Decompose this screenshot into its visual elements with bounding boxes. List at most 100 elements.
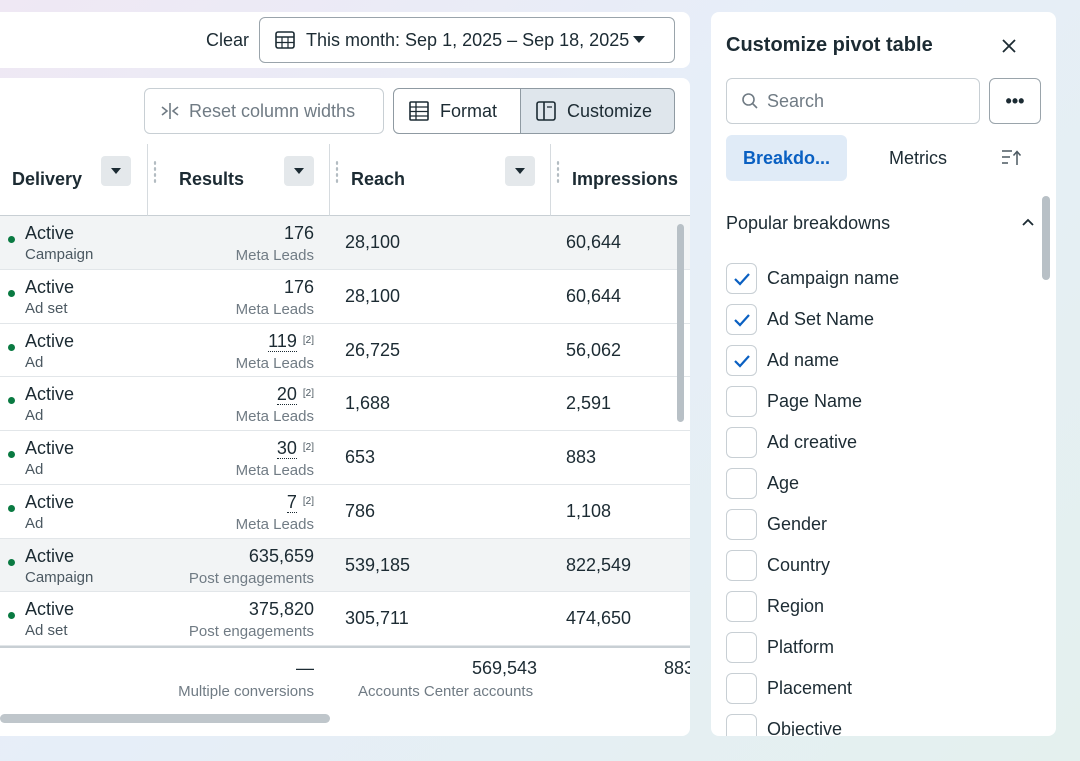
column-drag-handle[interactable] bbox=[556, 160, 560, 184]
checkmark-icon bbox=[733, 354, 750, 368]
breakdown-option-ad-name[interactable]: Ad name bbox=[726, 340, 899, 381]
reach-sort-button[interactable] bbox=[505, 156, 535, 186]
checkbox-unchecked[interactable] bbox=[726, 673, 757, 704]
result-value: 176 bbox=[284, 277, 314, 298]
checkbox-checked[interactable] bbox=[726, 304, 757, 335]
checkbox-unchecked[interactable] bbox=[726, 509, 757, 540]
reach-value: 305,711 bbox=[345, 608, 409, 629]
checkbox-unchecked[interactable] bbox=[726, 714, 757, 736]
delivery-sort-button[interactable] bbox=[101, 156, 131, 186]
option-label: Ad Set Name bbox=[767, 309, 875, 329]
result-number[interactable]: 30 bbox=[276, 438, 297, 459]
result-value: 20 [2] bbox=[276, 384, 314, 406]
sort-order-icon[interactable] bbox=[1000, 147, 1022, 169]
reset-column-widths-button[interactable]: Reset column widths bbox=[144, 88, 384, 134]
results-sort-button[interactable] bbox=[284, 156, 314, 186]
checkbox-unchecked[interactable] bbox=[726, 427, 757, 458]
chevron-up-icon[interactable] bbox=[1021, 217, 1035, 227]
breakdown-option-platform[interactable]: Platform bbox=[726, 627, 899, 668]
checkbox-checked[interactable] bbox=[726, 263, 757, 294]
column-drag-handle[interactable] bbox=[153, 160, 157, 184]
tab-metrics[interactable]: Metrics bbox=[889, 147, 947, 168]
delivery-status: Active bbox=[25, 276, 75, 297]
result-footnote: [2] bbox=[302, 334, 314, 346]
table-row[interactable]: Active Ad set 375,820 Post engagements 3… bbox=[0, 592, 690, 646]
result-footnote: [2] bbox=[302, 388, 314, 400]
impressions-header-label: Impressions bbox=[572, 169, 679, 189]
customize-button[interactable]: Customize bbox=[520, 88, 675, 134]
close-panel-button[interactable] bbox=[997, 34, 1021, 58]
breakdown-option-age[interactable]: Age bbox=[726, 463, 899, 504]
column-header-impressions[interactable]: Impressions bbox=[550, 144, 690, 216]
breakdown-options-list: Campaign name Ad Set Name Ad name Page N… bbox=[726, 258, 899, 736]
option-label: Age bbox=[767, 473, 800, 493]
impressions-value: 883 bbox=[566, 447, 597, 467]
result-number[interactable]: 119 bbox=[268, 330, 297, 352]
table-row[interactable]: Active Ad 7 [2] Meta Leads 786 1,108 bbox=[0, 485, 690, 539]
calendar-icon bbox=[275, 31, 295, 49]
breakdown-option-ad-set-name[interactable]: Ad Set Name bbox=[726, 299, 899, 340]
caret-down-icon bbox=[294, 167, 304, 174]
breakdown-option-placement[interactable]: Placement bbox=[726, 668, 899, 709]
result-value: 176 bbox=[284, 223, 314, 244]
result-value: 119 [2] bbox=[268, 330, 314, 352]
breakdown-option-page-name[interactable]: Page Name bbox=[726, 381, 899, 422]
delivery-level: Ad set bbox=[25, 299, 68, 317]
date-range-button[interactable]: This month: Sep 1, 2025 – Sep 18, 2025 bbox=[259, 17, 675, 63]
table-row[interactable]: Active Ad 30 [2] Meta Leads 653 883 bbox=[0, 431, 690, 485]
option-label: Region bbox=[767, 596, 825, 616]
panel-title: Customize pivot table bbox=[726, 34, 933, 56]
result-number[interactable]: 20 bbox=[276, 384, 297, 406]
impressions-value: 60,644 bbox=[566, 285, 622, 306]
horizontal-scrollbar[interactable] bbox=[0, 714, 330, 723]
breakdown-option-campaign-name[interactable]: Campaign name bbox=[726, 258, 899, 299]
table-row[interactable]: Active Campaign 635,659 Post engagements… bbox=[0, 538, 690, 593]
breakdown-option-country[interactable]: Country bbox=[726, 545, 899, 586]
reach-value: 28,100 bbox=[345, 285, 401, 306]
more-options-button[interactable]: ••• bbox=[989, 78, 1041, 124]
delivery-level: Ad bbox=[25, 514, 44, 532]
active-status-dot bbox=[8, 558, 15, 566]
checkbox-unchecked[interactable] bbox=[726, 550, 757, 581]
result-type: Meta Leads bbox=[235, 247, 314, 264]
clear-button[interactable]: Clear bbox=[206, 30, 250, 50]
table-row[interactable]: Active Campaign 176 Meta Leads 28,100 60… bbox=[0, 216, 690, 270]
option-label: Campaign name bbox=[767, 268, 900, 288]
checkbox-unchecked[interactable] bbox=[726, 591, 757, 622]
breakdown-option-region[interactable]: Region bbox=[726, 586, 899, 627]
date-filter-bar: Clear This month: Sep 1, 2025 – Sep 18, … bbox=[0, 12, 690, 68]
reach-value: 653 bbox=[345, 447, 376, 467]
table-format-icon bbox=[409, 101, 429, 121]
format-button[interactable]: Format bbox=[393, 88, 521, 134]
breakdown-option-ad-creative[interactable]: Ad creative bbox=[726, 422, 899, 463]
impressions-value: 474,650 bbox=[566, 608, 632, 629]
checkbox-unchecked[interactable] bbox=[726, 468, 757, 499]
reach-value: 1,688 bbox=[345, 393, 391, 414]
checkbox-checked[interactable] bbox=[726, 345, 757, 376]
total-impressions: 883 bbox=[664, 658, 690, 678]
active-status-dot bbox=[8, 504, 15, 512]
column-header-delivery[interactable]: Delivery bbox=[0, 144, 147, 216]
customize-label: Customize bbox=[567, 100, 653, 121]
table-row[interactable]: Active Ad 119 [2] Meta Leads 26,725 56,06… bbox=[0, 324, 690, 378]
breakdown-option-objective[interactable]: Objective bbox=[726, 709, 899, 736]
delivery-status: Active bbox=[25, 438, 75, 458]
panel-scrollbar[interactable] bbox=[1042, 196, 1050, 280]
vertical-scrollbar[interactable] bbox=[677, 224, 684, 422]
checkbox-unchecked[interactable] bbox=[726, 632, 757, 663]
search-input[interactable]: Search bbox=[726, 78, 980, 124]
checkbox-unchecked[interactable] bbox=[726, 386, 757, 417]
breakdown-option-gender[interactable]: Gender bbox=[726, 504, 899, 545]
delivery-level: Ad bbox=[25, 353, 44, 371]
column-drag-handle[interactable] bbox=[335, 160, 339, 184]
delivery-level: Ad bbox=[25, 461, 44, 478]
delivery-status: Active bbox=[25, 330, 75, 351]
column-header-reach[interactable]: Reach bbox=[329, 144, 550, 216]
table-row[interactable]: Active Ad 20 [2] Meta Leads 1,688 2,591 bbox=[0, 377, 690, 431]
result-number[interactable]: 7 bbox=[286, 491, 297, 513]
column-header-results[interactable]: Results bbox=[147, 144, 329, 216]
tab-breakdowns[interactable]: Breakdo... bbox=[726, 135, 847, 181]
table-row[interactable]: Active Ad set 176 Meta Leads 28,100 60,6… bbox=[0, 270, 690, 324]
reset-column-widths-label: Reset column widths bbox=[189, 100, 356, 121]
caret-down-icon bbox=[633, 36, 645, 43]
